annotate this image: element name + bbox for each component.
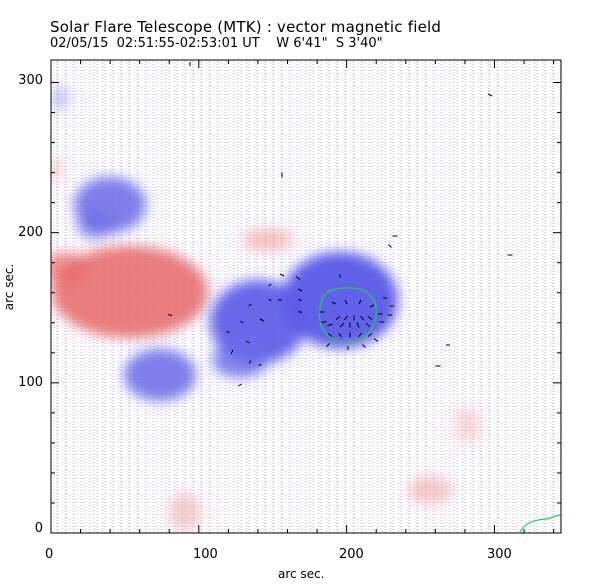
field-vector xyxy=(268,298,272,302)
field-vector xyxy=(358,332,362,338)
field-vector xyxy=(298,298,302,302)
field-contour xyxy=(318,287,377,344)
field-vector xyxy=(167,314,173,316)
field-vectors xyxy=(167,62,513,387)
y-tick-label-200: 200 xyxy=(18,225,43,240)
y-tick-label-0: 0 xyxy=(34,521,43,536)
field-vector xyxy=(326,343,330,347)
x-tick-label-0: 0 xyxy=(45,547,54,562)
field-vector xyxy=(327,323,333,327)
field-vector xyxy=(277,299,283,301)
field-vector xyxy=(226,330,230,334)
field-vector xyxy=(248,303,252,307)
field-vector xyxy=(240,320,244,324)
field-vector xyxy=(295,276,301,280)
field-vector xyxy=(297,311,303,313)
y-tick-label-100: 100 xyxy=(18,375,43,390)
field-vector xyxy=(344,315,348,321)
field-vector xyxy=(268,283,272,287)
field-vector xyxy=(365,323,371,327)
field-vector xyxy=(246,340,250,344)
x-tick-label-200: 200 xyxy=(339,547,364,562)
field-vector xyxy=(362,344,366,348)
field-vector xyxy=(367,333,373,337)
axis-ticks xyxy=(50,60,561,534)
field-vector xyxy=(230,349,234,355)
x-axis-label: arc sec. xyxy=(278,567,325,581)
positive-polarity-regions xyxy=(51,158,482,532)
field-vector xyxy=(344,299,348,305)
field-vector xyxy=(339,322,345,328)
x-tick-label-100: 100 xyxy=(193,547,218,562)
y-axis-label: arc sec. xyxy=(2,263,17,311)
field-vector xyxy=(248,360,252,364)
field-vector xyxy=(279,273,285,277)
field-vector xyxy=(238,383,242,387)
figure-subtitle: 02/05/15 02:51:55-02:53:01 UT W 6'41" S … xyxy=(50,36,383,51)
field-vector xyxy=(331,301,337,305)
field-vector xyxy=(367,316,373,320)
field-vector xyxy=(373,338,379,342)
field-vector xyxy=(321,321,327,323)
field-vector xyxy=(356,322,360,328)
field-vector xyxy=(369,304,375,308)
figure-title: Solar Flare Telescope (MTK) : vector mag… xyxy=(50,18,442,36)
field-vector xyxy=(297,288,303,292)
field-vector xyxy=(358,299,362,305)
plot-frame xyxy=(50,59,562,534)
x-tick-label-300: 300 xyxy=(487,547,512,562)
field-vector xyxy=(360,315,364,321)
field-vector xyxy=(259,318,265,322)
y-tick-label-300: 300 xyxy=(18,73,43,88)
field-vector xyxy=(258,363,262,367)
field-vector xyxy=(338,332,342,338)
field-vector xyxy=(335,316,341,320)
field-map xyxy=(51,60,561,533)
field-vector xyxy=(327,333,333,337)
field-vector xyxy=(487,93,493,97)
edge-contour xyxy=(519,514,561,533)
negative-polarity-regions xyxy=(51,86,398,401)
field-vector xyxy=(388,244,392,248)
field-vector xyxy=(338,274,342,278)
